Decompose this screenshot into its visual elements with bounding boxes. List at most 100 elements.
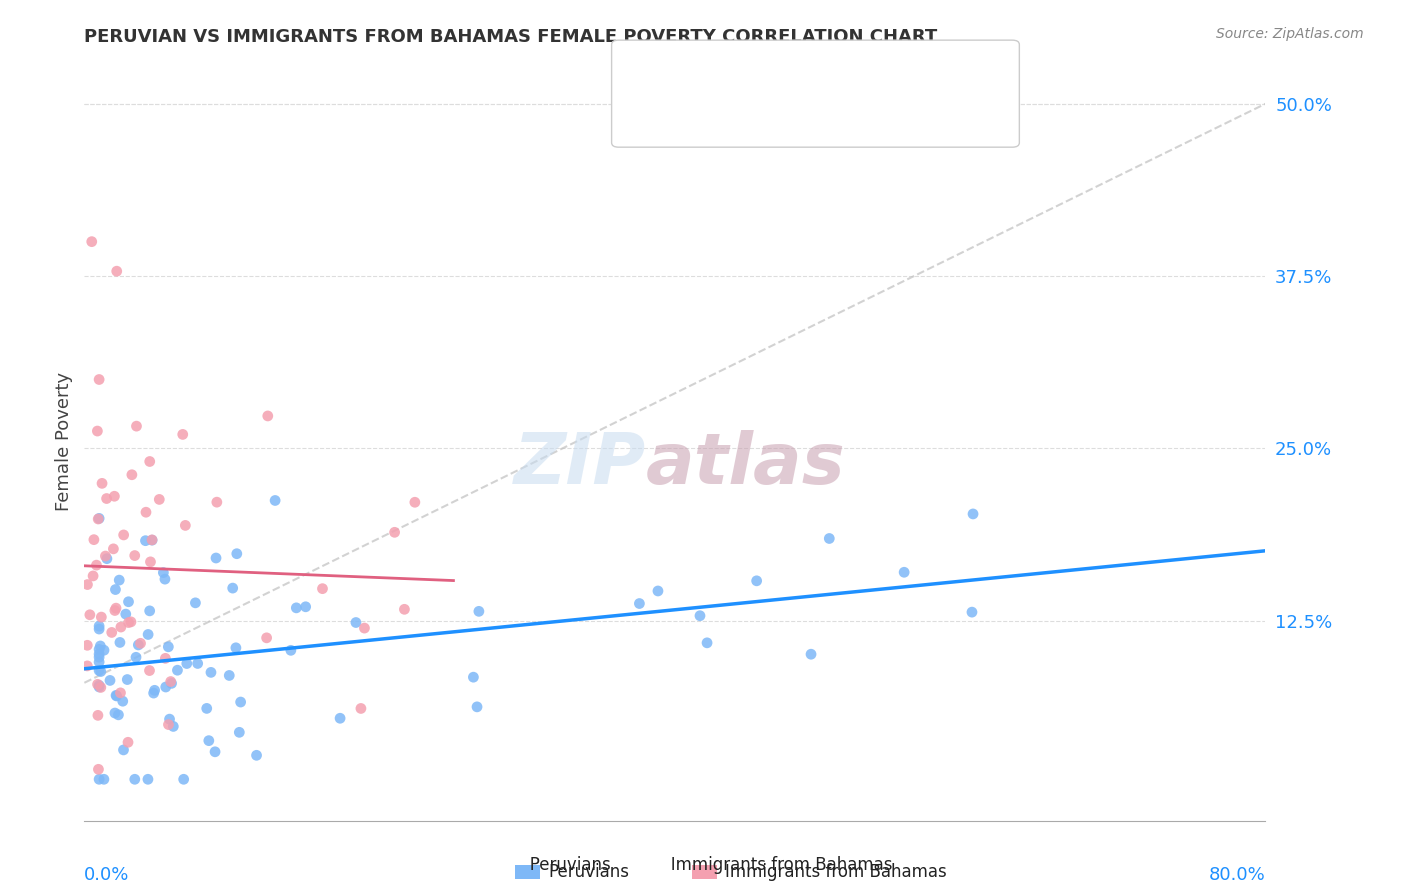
Point: [86, 424, 108, 438]
Point: [87, 655, 111, 669]
Point: [94, 549, 117, 563]
Point: [96, 551, 118, 566]
Point: [107, 707, 129, 722]
Point: [153, 572, 176, 586]
Point: [184, 596, 207, 610]
Point: [108, 573, 131, 587]
Point: [124, 772, 146, 787]
Point: [256, 631, 278, 645]
Point: [465, 699, 488, 714]
Point: [155, 651, 177, 665]
Point: [105, 689, 128, 703]
Point: [384, 525, 406, 540]
Point: [176, 657, 198, 671]
Point: [205, 551, 228, 566]
Point: [104, 603, 127, 617]
Bar: [692, 865, 717, 879]
Point: [87, 619, 111, 633]
Point: [134, 533, 156, 548]
Point: [142, 686, 165, 700]
Point: [344, 615, 367, 630]
Point: [818, 532, 841, 546]
Point: [112, 528, 135, 542]
Text: Source: ZipAtlas.com: Source: ZipAtlas.com: [1216, 27, 1364, 41]
Point: [245, 748, 267, 763]
Point: [198, 733, 221, 747]
Point: [225, 640, 247, 655]
Text: 82: 82: [910, 59, 934, 77]
Point: [350, 701, 373, 715]
Point: [90, 681, 112, 695]
Point: [87, 650, 111, 665]
Point: [129, 636, 152, 650]
Point: [200, 665, 222, 680]
Point: [404, 495, 426, 509]
Point: [152, 566, 174, 580]
Point: [79, 607, 101, 622]
Point: [187, 657, 209, 671]
Text: 0.185: 0.185: [745, 59, 797, 77]
Point: [87, 512, 110, 526]
Point: [311, 582, 333, 596]
Text: 0.084: 0.084: [745, 106, 797, 124]
Point: [696, 636, 718, 650]
Text: 80.0%: 80.0%: [1209, 866, 1265, 884]
Text: Immigrants from Bahamas: Immigrants from Bahamas: [725, 863, 948, 881]
Point: [105, 601, 128, 615]
Point: [394, 602, 416, 616]
Point: [139, 555, 162, 569]
Point: [117, 615, 139, 630]
Point: [86, 677, 108, 691]
Point: [228, 725, 250, 739]
Point: [136, 772, 159, 787]
Point: [103, 541, 125, 556]
Text: R =: R =: [682, 59, 717, 77]
Point: [159, 674, 181, 689]
Point: [893, 566, 915, 580]
Text: PERUVIAN VS IMMIGRANTS FROM BAHAMAS FEMALE POVERTY CORRELATION CHART: PERUVIAN VS IMMIGRANTS FROM BAHAMAS FEMA…: [84, 28, 938, 45]
Point: [117, 735, 139, 749]
Point: [468, 604, 491, 618]
Point: [86, 558, 108, 573]
Point: [90, 610, 112, 624]
Point: [353, 621, 375, 635]
Point: [628, 597, 651, 611]
Point: [96, 491, 118, 506]
Point: [93, 772, 115, 787]
Point: [112, 743, 135, 757]
Point: [87, 372, 111, 386]
Text: 53: 53: [910, 106, 934, 124]
Text: Peruvians: Peruvians: [548, 863, 630, 881]
Point: [172, 427, 194, 442]
Point: [962, 507, 984, 521]
Point: [125, 650, 148, 665]
Point: [647, 584, 669, 599]
Point: [76, 659, 98, 673]
Point: [103, 489, 125, 503]
Point: [138, 604, 160, 618]
Point: [114, 607, 136, 621]
Text: N =: N =: [846, 106, 884, 124]
Point: [160, 676, 183, 690]
Point: [117, 595, 139, 609]
Point: [148, 492, 170, 507]
Text: R =: R =: [682, 106, 717, 124]
Point: [157, 717, 180, 731]
Point: [104, 582, 127, 597]
Point: [76, 577, 98, 591]
Point: [463, 670, 485, 684]
Point: [155, 680, 177, 694]
Point: [143, 683, 166, 698]
Point: [135, 505, 157, 519]
Point: [117, 673, 139, 687]
Point: [93, 643, 115, 657]
Point: [745, 574, 768, 588]
Text: atlas: atlas: [645, 430, 845, 499]
Point: [121, 467, 143, 482]
Point: [229, 695, 252, 709]
Bar: [627, 101, 666, 128]
Point: [127, 638, 149, 652]
Point: [100, 625, 122, 640]
Point: [256, 409, 278, 423]
Point: [689, 608, 711, 623]
